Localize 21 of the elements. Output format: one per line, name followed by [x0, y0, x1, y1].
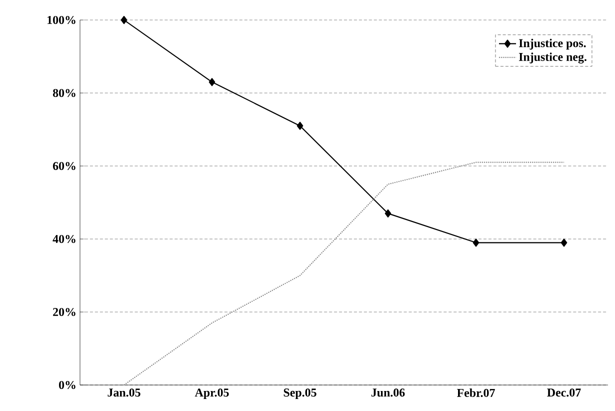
x-tick-label: Apr.05	[194, 388, 229, 400]
x-tick-label: Jun.06	[371, 388, 405, 397]
x-tick-label: Febr.07	[456, 388, 495, 397]
y-tick-label: 80%	[52, 88, 76, 98]
y-tick-label: 20%	[53, 308, 76, 316]
line-series	[123, 162, 565, 385]
legend-label: Injustice neg.	[518, 52, 586, 64]
y-tick-label: 60%	[52, 162, 76, 170]
point	[120, 16, 128, 24]
y-tick-label: 40%	[52, 234, 76, 244]
point	[208, 78, 216, 86]
point	[560, 238, 568, 247]
x-tick-label: Dec.07	[547, 388, 581, 397]
x-tick-label: Jan.05	[108, 388, 140, 397]
point	[384, 209, 392, 218]
y-tick-label: 100%	[48, 16, 76, 24]
y-tick-label: 0%	[59, 380, 76, 390]
point	[472, 238, 480, 247]
x-tick-label: Sep.05	[284, 388, 316, 400]
point	[296, 122, 304, 130]
legend-label: Injustice pos.	[518, 38, 586, 50]
